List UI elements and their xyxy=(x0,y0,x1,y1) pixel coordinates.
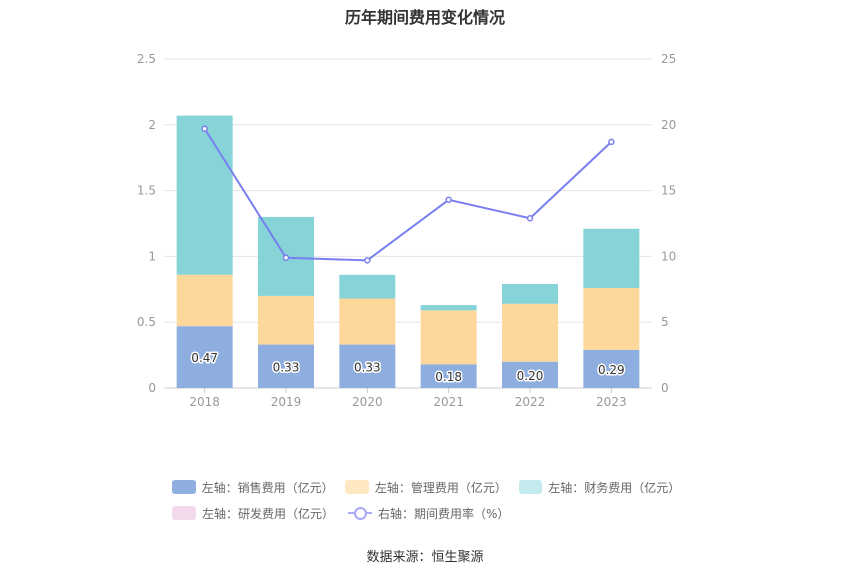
legend-row-2: 左轴：研发费用（亿元） 右轴：期间费用率（%） xyxy=(172,500,692,526)
x-axis-tick-label: 2021 xyxy=(433,395,464,409)
legend-label-sales: 左轴：销售费用（亿元） xyxy=(201,480,334,495)
legend-item-admin[interactable]: 左轴：管理费用（亿元） xyxy=(345,479,507,496)
legend-label-admin: 左轴：管理费用（亿元） xyxy=(374,480,507,495)
bar-data-label: 0.29 xyxy=(598,363,625,377)
bar-segment xyxy=(339,344,396,388)
legend-swatch-sales xyxy=(172,480,196,494)
bar-segment xyxy=(502,361,558,388)
bar-segment xyxy=(339,298,396,345)
right-axis-tick-label: 10 xyxy=(661,249,676,263)
left-axis-tick-label: 1 xyxy=(148,249,156,263)
bar-data-label: 0.20 xyxy=(517,369,544,383)
x-axis-tick-label: 2019 xyxy=(271,395,302,409)
legend: 左轴：销售费用（亿元） 左轴：管理费用（亿元） 左轴：财务费用（亿元） 左轴：研… xyxy=(172,474,692,526)
legend-swatch-rnd xyxy=(172,506,196,520)
left-axis-tick-label: 2 xyxy=(148,118,156,132)
right-axis-tick-label: 15 xyxy=(661,184,676,198)
legend-item-expense-rate[interactable]: 右轴：期间费用率（%） xyxy=(348,505,509,522)
legend-label-expense-rate: 右轴：期间费用率（%） xyxy=(378,506,510,521)
legend-item-finance[interactable]: 左轴：财务费用（亿元） xyxy=(518,479,681,496)
bar-segment xyxy=(420,305,477,311)
expense-rate-point xyxy=(201,125,208,132)
data-source-note: 数据来源：恒生聚源 xyxy=(366,550,484,565)
right-axis-tick-label: 25 xyxy=(661,52,676,66)
bar-segment xyxy=(583,349,640,388)
right-axis-tick-label: 5 xyxy=(661,315,669,329)
x-axis-tick-label: 2023 xyxy=(596,395,627,409)
legend-item-sales[interactable]: 左轴：销售费用（亿元） xyxy=(172,479,334,496)
bar-data-label: 0.18 xyxy=(435,370,462,384)
right-axis-tick-label: 20 xyxy=(661,118,676,132)
left-axis-tick-label: 0.5 xyxy=(137,315,156,329)
legend-swatch-admin xyxy=(345,480,369,494)
bar-data-label: 0.33 xyxy=(273,360,300,374)
bar-segment xyxy=(339,274,396,299)
right-axis-tick-label: 0 xyxy=(661,381,669,395)
expense-rate-point xyxy=(282,254,290,261)
expense-rate-point xyxy=(445,196,452,204)
left-axis-tick-label: 2.5 xyxy=(137,52,156,66)
chart-area: 0 0.5 1 1.5 2 2.5 0 5 10 15 20 25 2018 2019 2020 2021 20… xyxy=(137,52,676,409)
bar-data-label: 0.47 xyxy=(191,351,218,365)
bar-segment xyxy=(583,228,640,288)
expense-rate-point xyxy=(608,138,615,146)
x-axis-tick-label: 2018 xyxy=(189,395,220,409)
legend-swatch-finance xyxy=(518,480,543,494)
legend-label-finance: 左轴：财务费用（亿元） xyxy=(548,480,681,495)
bar-segment xyxy=(502,284,558,304)
bar-segment xyxy=(258,295,314,345)
left-axis-tick-label: 0 xyxy=(148,381,156,395)
legend-label-rnd: 左轴：研发费用（亿元） xyxy=(202,506,335,521)
legend-row-1: 左轴：销售费用（亿元） 左轴：管理费用（亿元） 左轴：财务费用（亿元） xyxy=(172,474,692,500)
bar-segment xyxy=(583,287,640,350)
x-axis-tick-label: 2022 xyxy=(515,395,546,409)
bar-segment xyxy=(420,364,477,388)
bar-segment xyxy=(176,274,233,327)
chart-title: 历年期间费用变化情况 xyxy=(344,8,505,27)
x-axis-tick-label: 2020 xyxy=(352,395,383,409)
legend-item-rnd[interactable]: 左轴：研发费用（亿元） xyxy=(172,505,334,522)
expense-rate-point xyxy=(364,257,371,264)
bar-data-label: 0.33 xyxy=(354,360,381,374)
left-axis-tick-label: 1.5 xyxy=(137,184,156,198)
expense-rate-line xyxy=(203,128,613,262)
bar-segment xyxy=(176,115,233,275)
expense-rate-point xyxy=(526,214,534,222)
bar-segment xyxy=(258,344,314,388)
legend-swatch-expense-rate xyxy=(348,506,373,520)
bar-segment xyxy=(420,310,477,365)
bar-segment xyxy=(176,326,233,388)
bar-segment xyxy=(502,303,558,362)
